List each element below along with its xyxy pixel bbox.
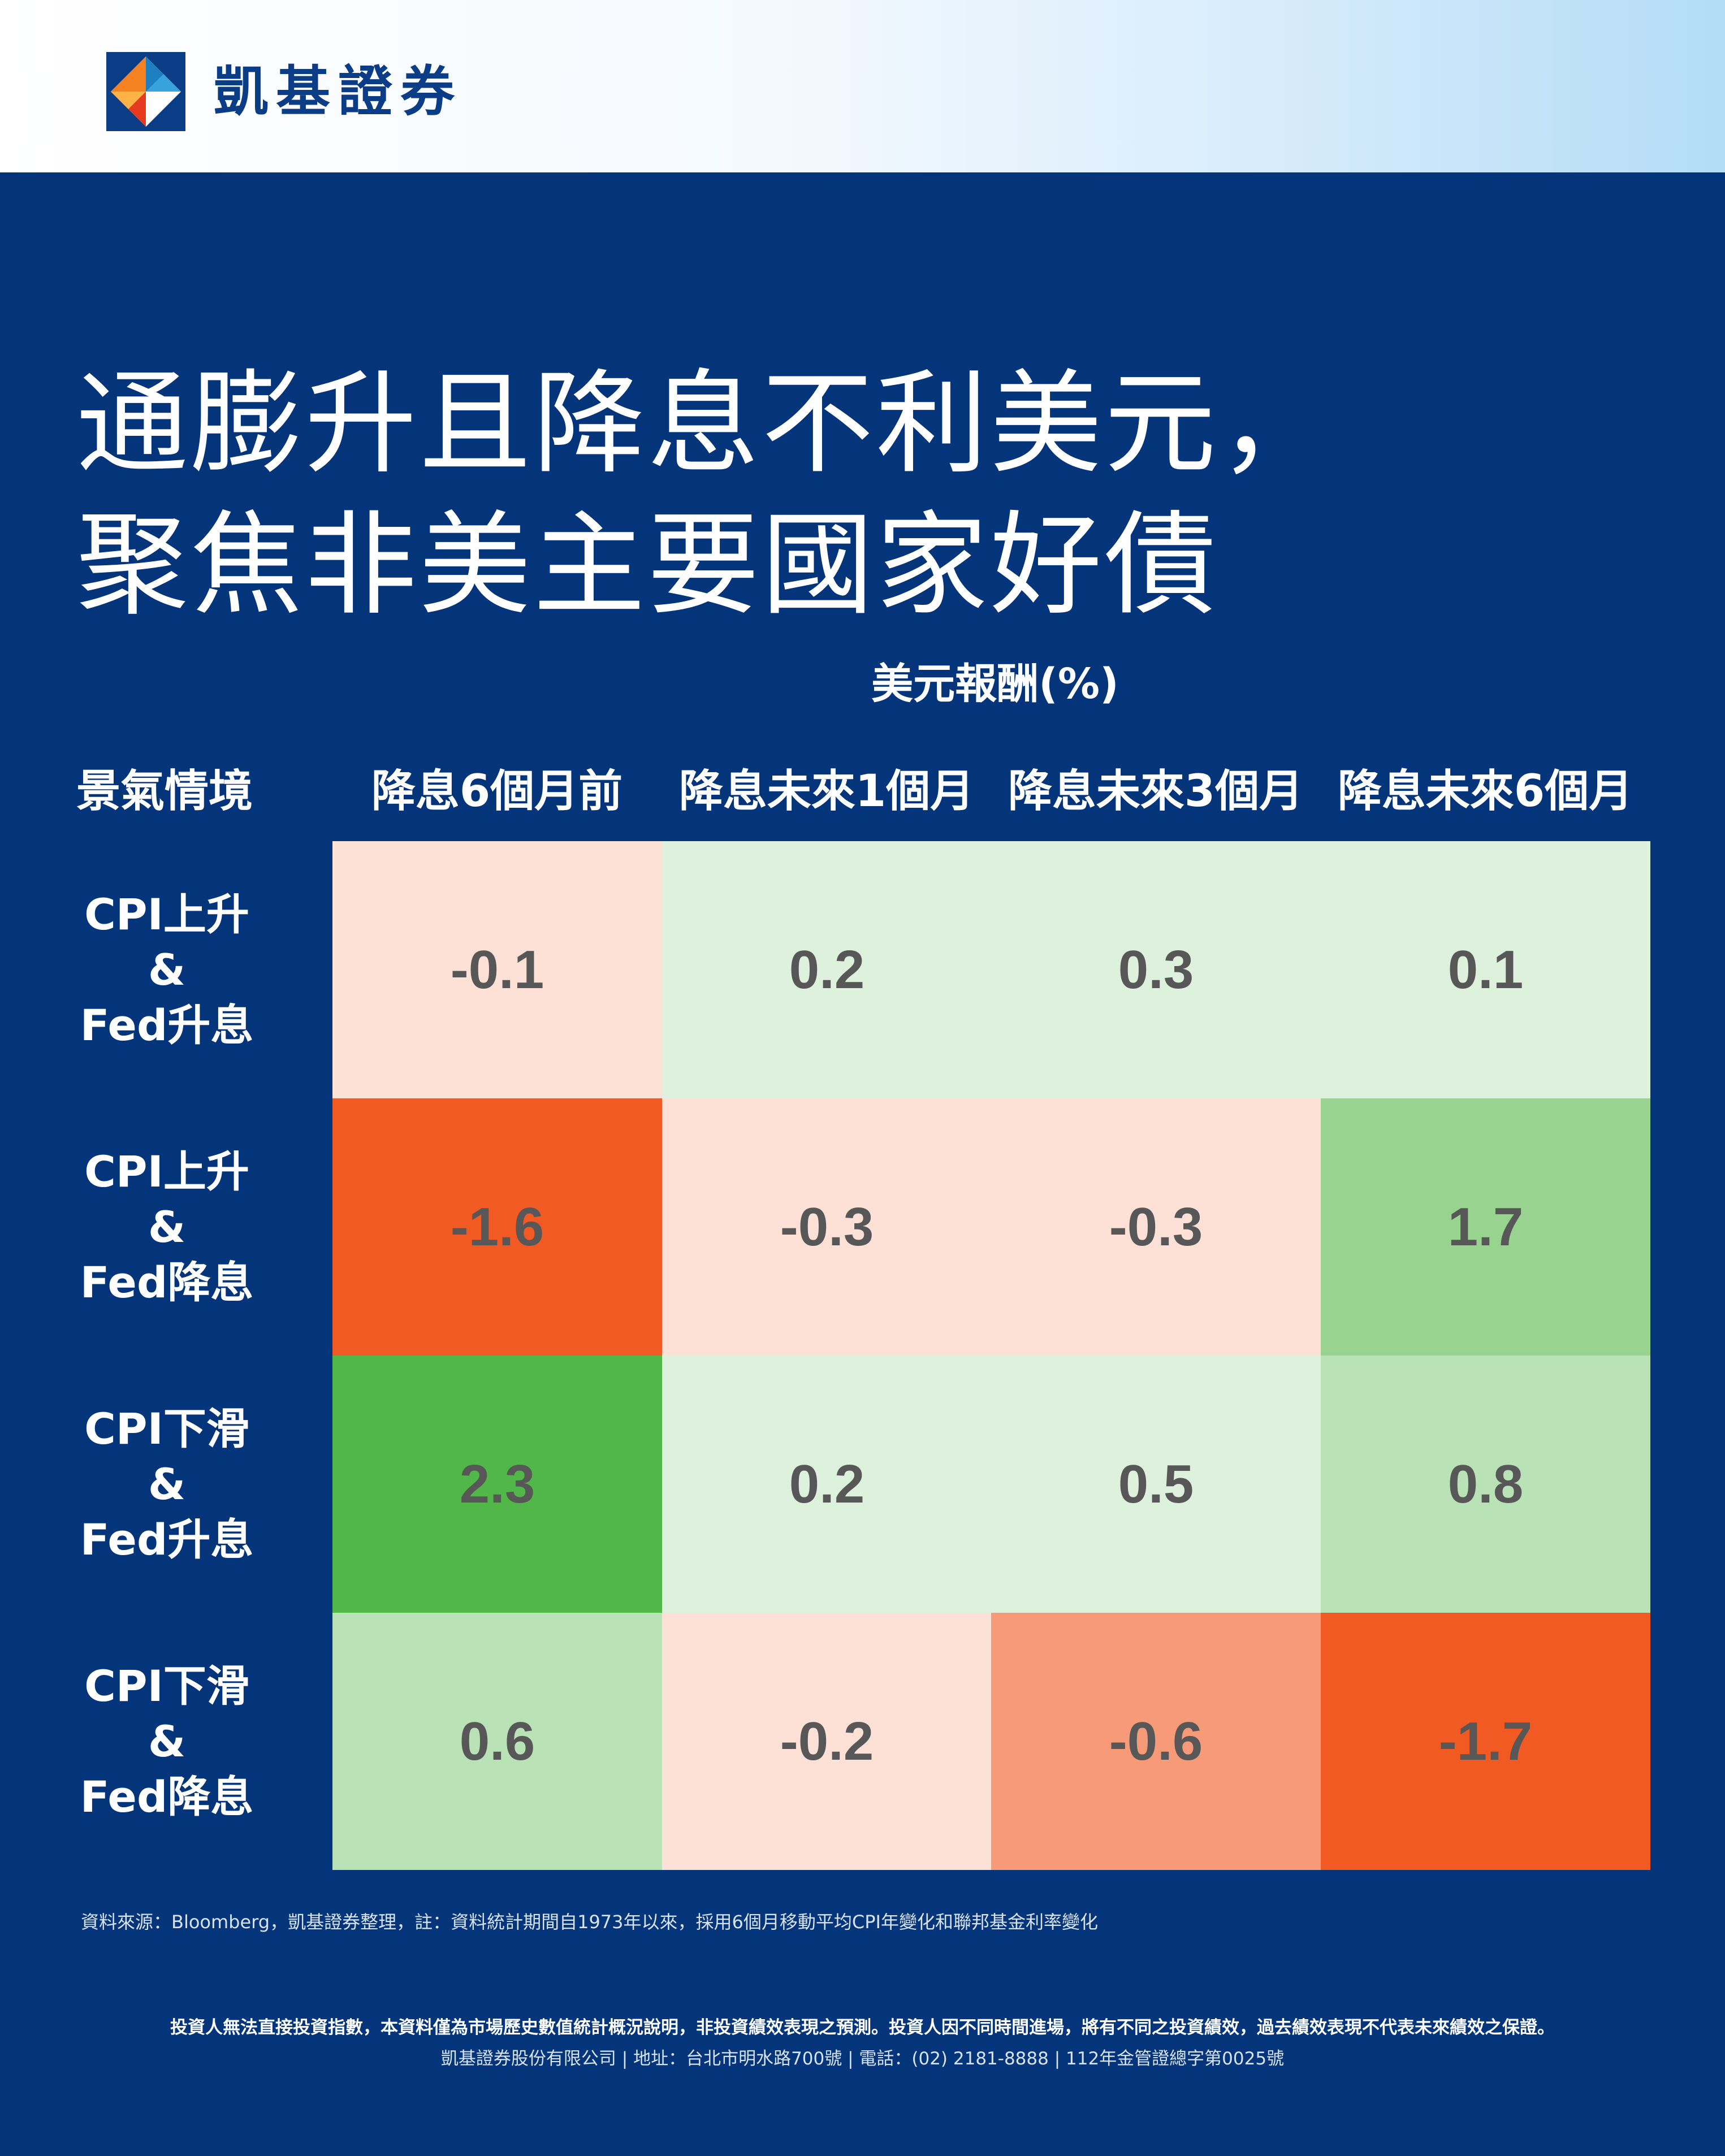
kgi-logo-icon [106, 52, 185, 131]
heatmap-cell: 1.7 [1321, 1098, 1650, 1356]
row-label-line: CPI上升 [84, 889, 249, 940]
heatmap-cell: -0.6 [991, 1613, 1321, 1870]
row-label: CPI下滑 & Fed升息 [57, 1401, 277, 1568]
header-bar: 凱基證券 [0, 0, 1725, 172]
heatmap-cell: 2.3 [332, 1356, 662, 1613]
row-label: CPI下滑 & Fed降息 [57, 1659, 277, 1825]
heatmap-cell: -0.2 [662, 1613, 992, 1870]
row-label-line: Fed降息 [80, 1257, 254, 1308]
source-note: 資料來源：Bloomberg，凱基證券整理，註：資料統計期間自1973年以來，採… [81, 1911, 1098, 1933]
heatmap-cell: 0.2 [662, 841, 992, 1098]
row-label-line: & [148, 1716, 186, 1767]
column-header: 降息未來6個月 [1337, 766, 1633, 817]
row-label: CPI上升 & Fed降息 [57, 1144, 277, 1310]
row-label-line: & [148, 945, 186, 995]
heatmap-cell: -1.6 [332, 1098, 662, 1356]
row-label-line: Fed降息 [80, 1772, 254, 1822]
heatmap-cell: 0.1 [1321, 841, 1650, 1098]
heatmap-cell: -0.1 [332, 841, 662, 1098]
brand-name: 凱基證券 [214, 60, 462, 123]
column-header: 降息未來1個月 [678, 766, 975, 817]
heatmap-cell: 0.8 [1321, 1356, 1650, 1613]
row-label-line: & [148, 1459, 186, 1509]
company-info: 凱基證券股份有限公司 | 地址：台北市明水路700號 | 電話：(02) 218… [440, 2049, 1285, 2069]
heatmap-cell: 0.5 [991, 1356, 1321, 1613]
heatmap-cell: -0.3 [662, 1098, 992, 1356]
heatmap-cell: 0.3 [991, 841, 1321, 1098]
chart-title: 美元報酬(%) [871, 660, 1119, 708]
row-label-line: CPI下滑 [84, 1404, 249, 1454]
row-label-line: Fed升息 [80, 1000, 254, 1050]
page-title: 通膨升且降息不利美元， 聚焦非美主要國家好債 [76, 353, 1333, 636]
row-label-line: & [148, 1202, 186, 1252]
title-line-1: 通膨升且降息不利美元， [76, 358, 1333, 489]
heatmap-cell: 0.6 [332, 1613, 662, 1870]
row-header-title: 景氣情境 [76, 766, 253, 817]
title-line-2: 聚焦非美主要國家好債 [76, 500, 1218, 630]
column-header: 降息6個月前 [371, 766, 623, 817]
row-label-line: CPI上升 [84, 1146, 249, 1197]
row-label: CPI上升 & Fed升息 [57, 887, 277, 1053]
disclaimer: 投資人無法直接投資指數，本資料僅為市場歷史數值統計概況說明，非投資績效表現之預測… [170, 2018, 1555, 2038]
row-label-line: CPI下滑 [84, 1661, 249, 1711]
heatmap-cell: -0.3 [991, 1098, 1321, 1356]
column-header: 降息未來3個月 [1008, 766, 1304, 817]
row-label-line: Fed升息 [80, 1514, 254, 1565]
heatmap-cell: 0.2 [662, 1356, 992, 1613]
heatmap-cell: -1.7 [1321, 1613, 1650, 1870]
